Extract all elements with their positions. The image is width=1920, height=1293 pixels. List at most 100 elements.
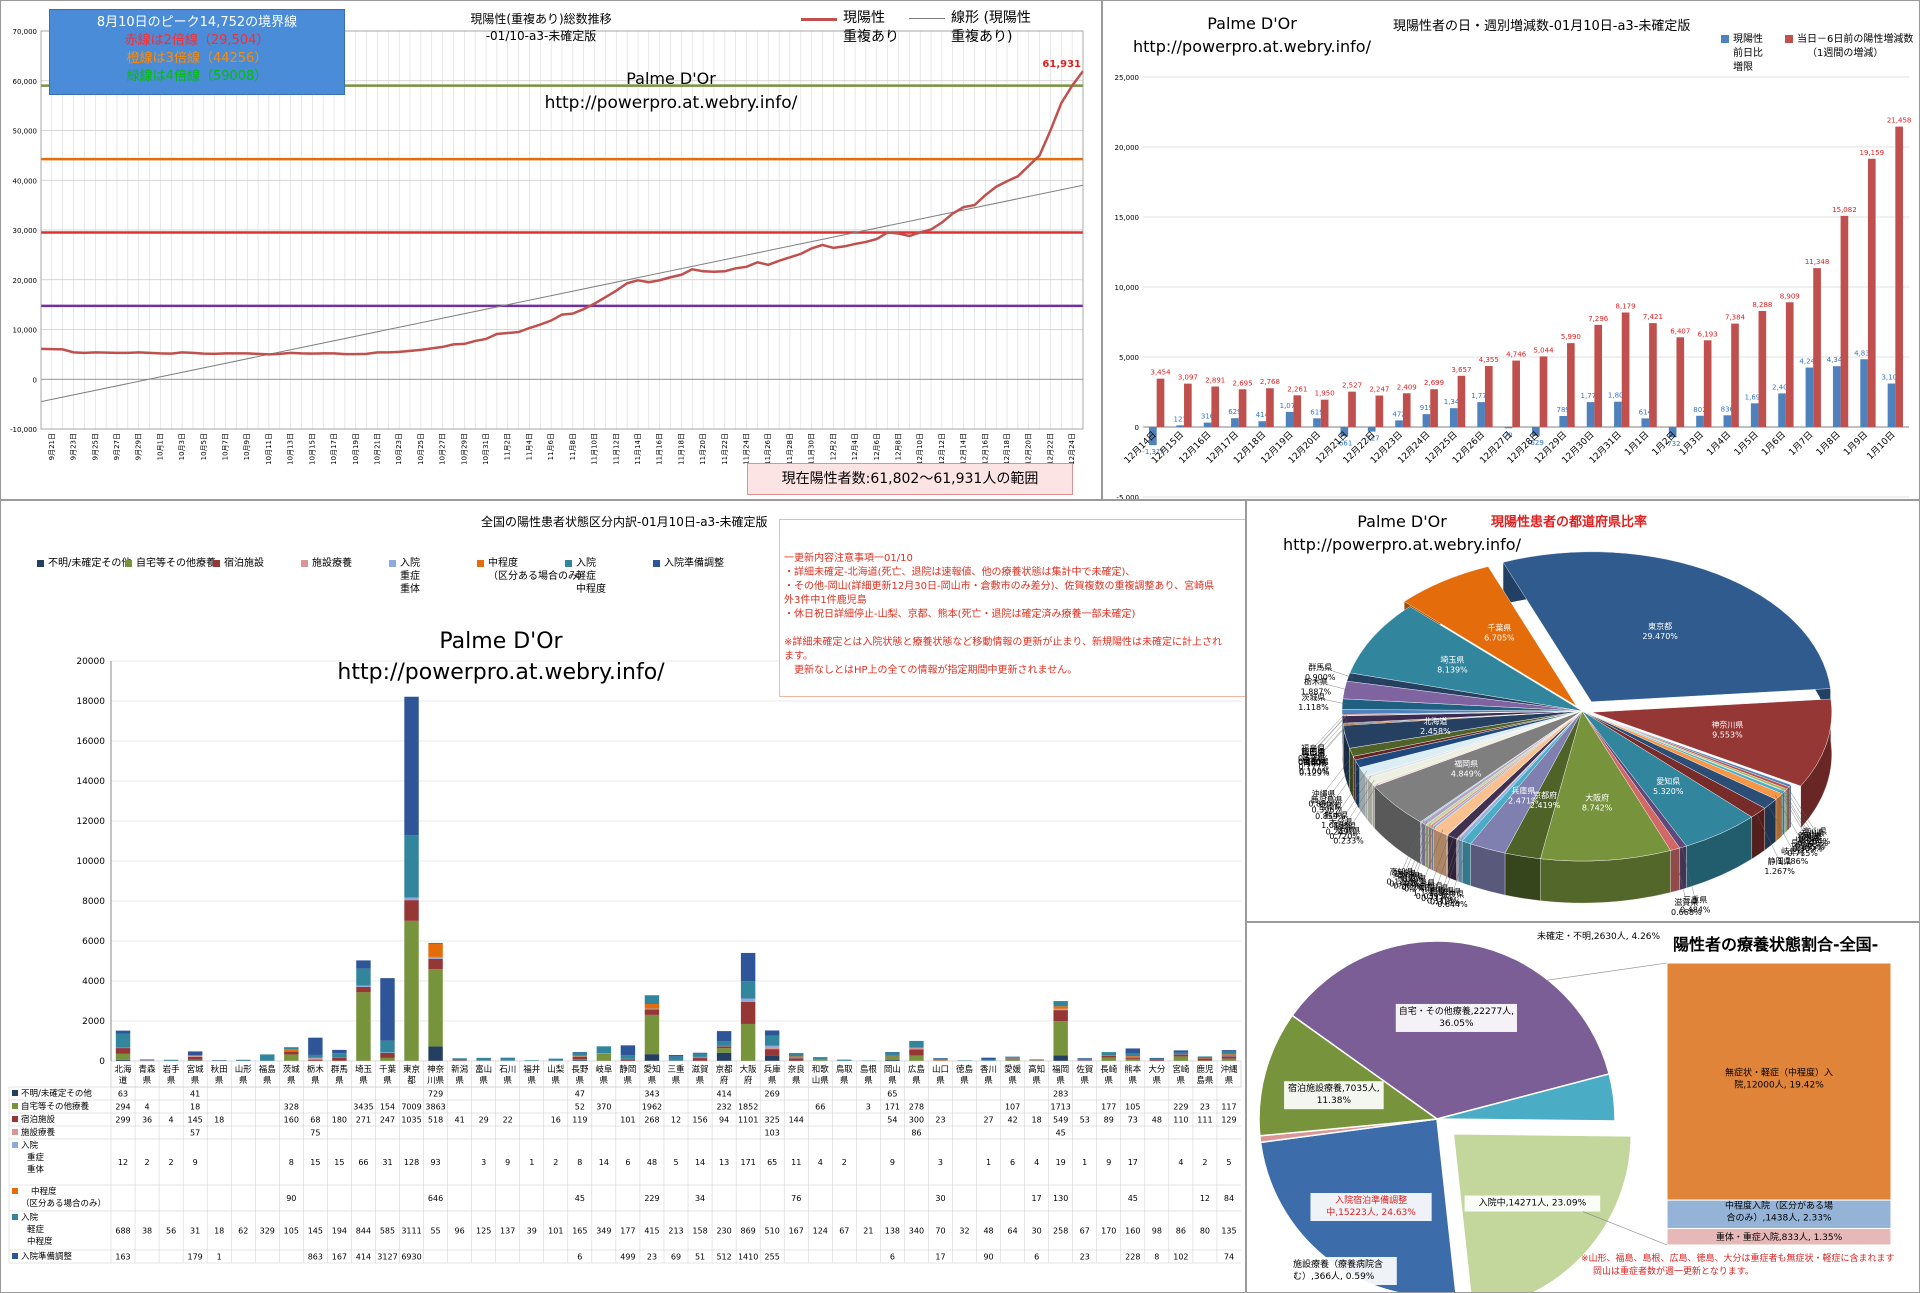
table-cell: 107 xyxy=(1005,1103,1020,1112)
table-cell: 300 xyxy=(909,1116,924,1125)
bar-daily-change xyxy=(1149,427,1157,446)
table-cell: 1410 xyxy=(738,1253,758,1262)
x-tick-label: 長崎 xyxy=(1100,1064,1118,1075)
legend-red-swatch xyxy=(1785,35,1793,43)
x-tick-label: 10月29日 xyxy=(460,433,468,465)
table-cell: 1 xyxy=(217,1253,222,1262)
stack-segment xyxy=(789,1057,804,1059)
pie-label-name: 富山県 xyxy=(1803,826,1827,836)
bar-weekly-change xyxy=(1785,302,1794,427)
legend-swatch xyxy=(477,560,484,567)
bar-data-label: 11,348 xyxy=(1805,258,1830,266)
pie-label-name: 福島県 xyxy=(1301,743,1325,753)
table-cell: 2 xyxy=(169,1158,174,1167)
stack-segment xyxy=(356,992,371,1061)
stack-segment xyxy=(837,1059,852,1061)
pie-label-pct: 0.777% xyxy=(1298,763,1329,772)
table-cell: 42 xyxy=(1008,1116,1018,1125)
x-tick-label: 県 xyxy=(912,1076,921,1086)
table-cell: 9 xyxy=(890,1158,895,1167)
pie-label-pct: 29.470% xyxy=(1642,632,1678,641)
stack-segment xyxy=(428,942,443,945)
bar-daily-change xyxy=(1586,402,1595,427)
table-cell: 74 xyxy=(1224,1253,1234,1262)
bar-daily-change xyxy=(1313,418,1321,427)
bar-data-label: 2,261 xyxy=(1287,385,1307,393)
y-tick-label: -5,000 xyxy=(1116,494,1139,500)
stack-segment xyxy=(668,1055,684,1057)
stack-segment xyxy=(380,978,395,1041)
table-cell: 340 xyxy=(909,1227,924,1236)
legend-item: 中程度 （区分ある場合のみ） xyxy=(477,557,588,583)
bar-weekly-change xyxy=(1895,126,1903,427)
table-cell: 94 xyxy=(719,1116,729,1125)
table-cell: 128 xyxy=(404,1158,419,1167)
table-cell: 14 xyxy=(695,1158,705,1167)
pie-label-name: 静岡県 xyxy=(1768,856,1792,866)
status-footnote-2: 岡山は重症者数が週一更新となります。 xyxy=(1593,1267,1754,1277)
pie-leader-line xyxy=(1314,724,1348,763)
pie-label-bg xyxy=(1310,1193,1432,1222)
stack-segment xyxy=(957,1060,972,1061)
row-label: 重体 xyxy=(27,1164,45,1175)
stack-segment xyxy=(308,1057,323,1059)
table-cell: 258 xyxy=(1053,1227,1068,1236)
stack-segment xyxy=(308,1037,323,1055)
stack-segment xyxy=(1125,1053,1141,1057)
row-swatch xyxy=(12,1188,18,1194)
bar-data-label: 7,384 xyxy=(1725,314,1746,322)
bar-data-label: 6,407 xyxy=(1670,327,1690,335)
stack-segment xyxy=(909,1047,924,1050)
pie-label-pct: 2.419% xyxy=(1530,801,1561,810)
table-cell: 229 xyxy=(1173,1103,1188,1112)
table-cell: 41 xyxy=(190,1090,200,1099)
stack-segment xyxy=(1173,1054,1189,1055)
x-tick-label: 県 xyxy=(1177,1076,1186,1086)
stack-segment xyxy=(716,1045,732,1047)
table-header xyxy=(110,1060,1242,1088)
bar-weekly-change xyxy=(1375,395,1384,427)
stack-segment xyxy=(308,1058,323,1060)
bar-data-label: 21,458 xyxy=(1887,117,1912,125)
pie-label-name: 岐阜県 xyxy=(1781,846,1805,856)
bar-daily-change xyxy=(1176,425,1185,427)
stack-segment xyxy=(1005,1057,1020,1059)
bar-weekly-change xyxy=(1594,324,1603,427)
x-tick-label: 県 xyxy=(359,1076,368,1086)
stack-segment xyxy=(1005,1058,1020,1059)
legend-item: 不明/未確定その他 xyxy=(37,557,131,570)
table-cell: 2 xyxy=(842,1158,847,1167)
table-cell: 1 xyxy=(529,1158,534,1167)
update-note-line: 更新なしとはHP上の全ての情報が指定期間中更新されません。 xyxy=(784,665,1078,676)
table-cell: 45 xyxy=(1056,1129,1066,1138)
bar-data-label: 4,342 xyxy=(1827,356,1847,364)
bar-weekly-change xyxy=(1156,378,1165,427)
stack-segment xyxy=(1053,1001,1068,1007)
bar-data-label: 2,409 xyxy=(1397,383,1417,391)
bar-data-label: 919 xyxy=(1420,404,1433,412)
stack-segment xyxy=(308,1059,323,1061)
stack-segment xyxy=(115,1047,131,1054)
table-cell: 158 xyxy=(692,1227,707,1236)
table-cell: 22 xyxy=(503,1116,513,1125)
stack-segment xyxy=(1221,1051,1237,1055)
table-cell: 8 xyxy=(577,1158,582,1167)
legend-red-label2: 重複あり xyxy=(843,29,899,45)
bar-data-label: 4,247 xyxy=(1799,358,1819,366)
table-cell: 41 xyxy=(455,1116,465,1125)
x-tick-label: 北海 xyxy=(115,1064,133,1075)
stack-segment xyxy=(1125,1057,1141,1059)
x-tick-label: 佐賀 xyxy=(1076,1064,1094,1075)
pie-label: 施設療養（療養病院含 xyxy=(1293,1258,1383,1270)
bar-weekly-change xyxy=(1676,337,1685,427)
table-cell: 31 xyxy=(382,1158,392,1167)
bar-data-label: 1,809 xyxy=(1608,392,1628,400)
table-cell: 2 xyxy=(1202,1158,1207,1167)
table-cell: 98 xyxy=(1152,1227,1162,1236)
table-cell: 177 xyxy=(620,1227,635,1236)
pie-leader-line xyxy=(1348,783,1378,831)
update-note-line: ・詳細未確定-北海道(死亡、退院は速報値、他の療養状態は集計中で未確定)、 xyxy=(784,567,1136,578)
stack-segment xyxy=(452,1058,467,1061)
pie-label-pct: 0.269% xyxy=(1393,881,1424,890)
stack-segment xyxy=(692,1057,708,1061)
